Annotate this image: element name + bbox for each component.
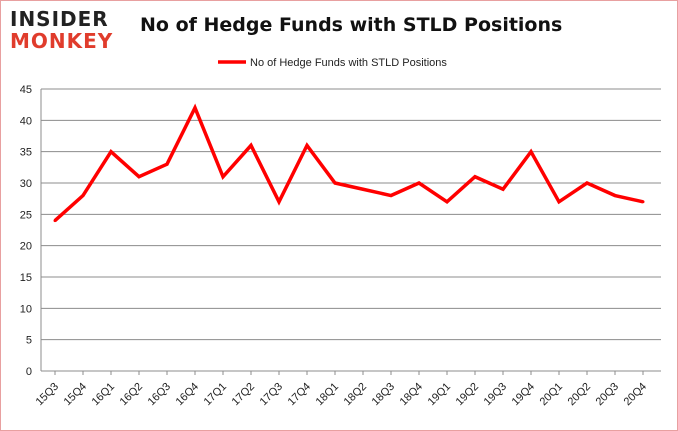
data-point (613, 194, 617, 198)
data-point (557, 200, 561, 204)
x-tick-label: 18Q3 (370, 381, 398, 409)
y-tick-label: 40 (20, 115, 32, 127)
data-point (585, 181, 589, 185)
data-point (165, 162, 169, 166)
x-tick-label: 19Q2 (454, 381, 482, 409)
x-tick-label: 20Q1 (538, 381, 566, 409)
legend-label: No of Hedge Funds with STLD Positions (250, 57, 447, 69)
data-point (641, 200, 645, 204)
x-tick-label: 19Q3 (482, 381, 510, 409)
chart-title: No of Hedge Funds with STLD Positions (140, 14, 563, 36)
y-tick-label: 30 (20, 178, 32, 190)
x-tick-label: 20Q2 (566, 381, 594, 409)
data-point (193, 106, 197, 110)
x-tick-label: 16Q4 (174, 381, 202, 409)
data-point (53, 219, 57, 223)
x-tick-label: 19Q4 (510, 381, 538, 409)
x-tick-label: 16Q1 (90, 381, 118, 409)
x-tick-label: 16Q3 (146, 381, 174, 409)
x-tick-label: 20Q3 (594, 381, 622, 409)
x-tick-label: 15Q4 (62, 381, 90, 409)
x-tick-label: 17Q1 (202, 381, 230, 409)
data-point (277, 200, 281, 204)
y-tick-label: 5 (26, 335, 32, 347)
x-tick-label: 18Q1 (314, 381, 342, 409)
x-tick-label: 16Q2 (118, 381, 146, 409)
data-point (81, 194, 85, 198)
data-point (109, 150, 113, 154)
x-tick-label: 18Q2 (342, 381, 370, 409)
logo-line1: INSIDER (10, 7, 109, 31)
y-tick-label: 0 (26, 366, 32, 378)
data-point (473, 175, 477, 179)
y-tick-label: 15 (20, 272, 32, 284)
insider-monkey-logo: INSIDER MONKEY (10, 8, 113, 52)
data-point (417, 181, 421, 185)
x-tick-label: 17Q4 (286, 381, 314, 409)
y-tick-label: 35 (20, 147, 32, 159)
data-point (389, 194, 393, 198)
x-tick-label: 19Q1 (426, 381, 454, 409)
data-point (137, 175, 141, 179)
y-tick-label: 25 (20, 209, 32, 221)
data-point (305, 143, 309, 147)
data-point (221, 175, 225, 179)
x-tick-label: 17Q2 (230, 381, 258, 409)
logo-line2: MONKEY (10, 29, 114, 53)
data-point (333, 181, 337, 185)
x-tick-label: 15Q3 (34, 381, 62, 409)
data-point (445, 200, 449, 204)
series-line (53, 103, 644, 222)
x-tick-label: 20Q4 (622, 381, 650, 409)
data-point (501, 187, 505, 191)
data-point (529, 150, 533, 154)
x-tick-label: 17Q3 (258, 381, 286, 409)
data-point (249, 143, 253, 147)
y-tick-label: 45 (20, 84, 32, 96)
y-tick-label: 20 (20, 241, 32, 253)
data-point (361, 187, 365, 191)
y-tick-label: 10 (20, 303, 32, 315)
x-tick-label: 18Q4 (398, 381, 426, 409)
